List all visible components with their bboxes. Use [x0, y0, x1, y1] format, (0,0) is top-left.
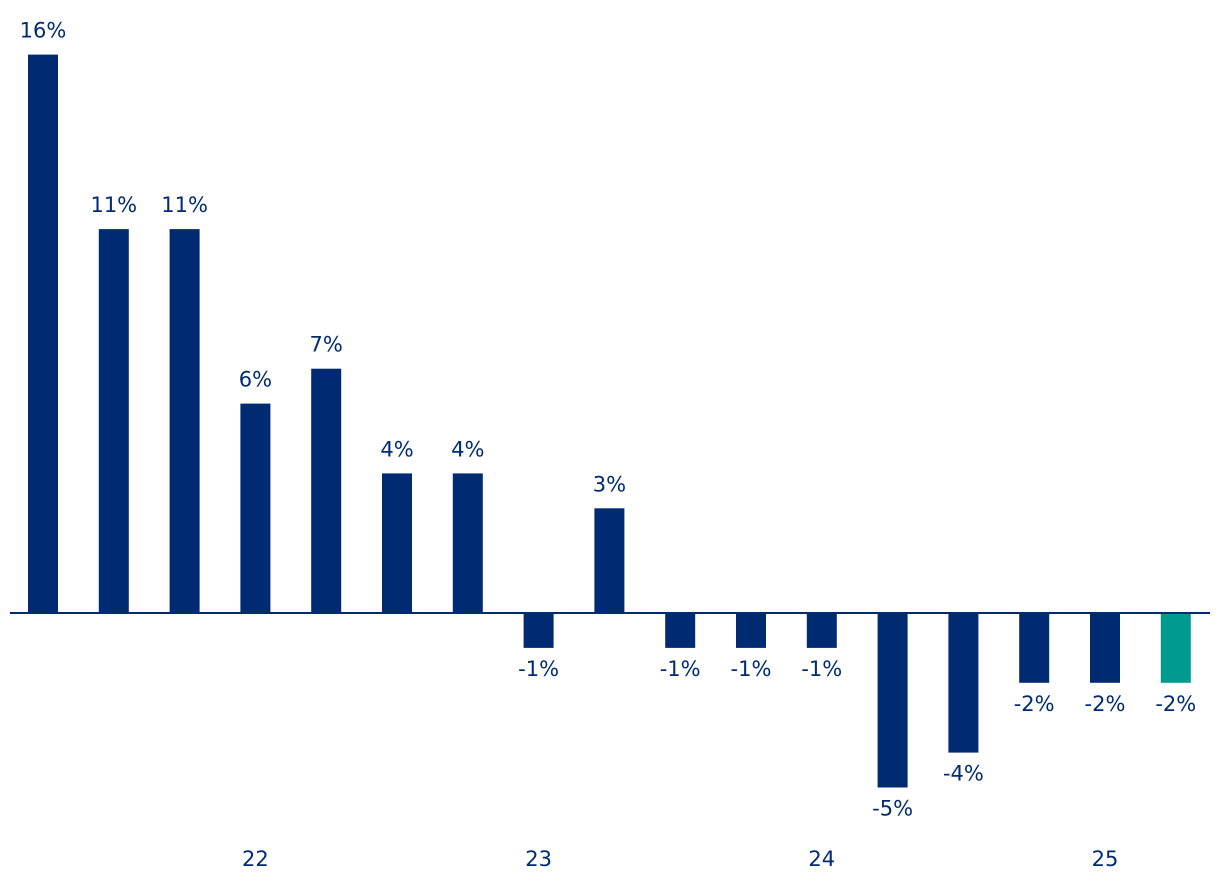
bar-15: [1019, 613, 1050, 683]
bar-value-label-3: 11%: [161, 193, 208, 217]
bar-value-label-8: -1%: [518, 657, 559, 681]
bar-7: [452, 473, 483, 613]
bar-8: [523, 613, 554, 648]
bar-value-label-15: -2%: [1014, 692, 1055, 716]
bar-2: [98, 229, 129, 613]
bar-value-label-17: -2%: [1155, 692, 1196, 716]
value-labels-group: 16% 11% 11% 6% 7% 4% 4% -1% 3% -1% -1% -1% -5% -4% -2%…: [20, 19, 1197, 821]
x-axis-year-label-22: 22: [242, 847, 269, 871]
x-axis-year-label-24: 24: [808, 847, 835, 871]
bar-value-label-1: 16%: [20, 19, 67, 43]
bar-value-label-12: -1%: [801, 657, 842, 681]
bar-13: [877, 613, 908, 788]
bar-10: [665, 613, 696, 648]
x-axis-year-labels: 22 23 24 25: [242, 847, 1118, 871]
bar-value-label-4: 6%: [239, 368, 272, 392]
bar-value-label-6: 4%: [380, 437, 413, 461]
bar-11: [736, 613, 766, 648]
bar-6: [382, 473, 412, 613]
bar-value-label-9: 3%: [593, 472, 626, 496]
bar-value-label-7: 4%: [451, 437, 484, 461]
bar-17: [1160, 613, 1191, 683]
x-axis-year-label-23: 23: [525, 847, 552, 871]
bar-3: [169, 229, 200, 613]
bar-1: [28, 54, 58, 614]
bar-14: [948, 613, 979, 753]
bar-value-label-2: 11%: [90, 193, 137, 217]
bars-group: [28, 54, 1191, 788]
bar-value-label-16: -2%: [1085, 692, 1126, 716]
bar-5: [311, 368, 342, 613]
bar-9: [594, 508, 625, 613]
bar-value-label-11: -1%: [731, 657, 772, 681]
x-axis-year-label-25: 25: [1092, 847, 1119, 871]
bar-value-label-10: -1%: [660, 657, 701, 681]
bar-4: [240, 403, 271, 613]
bar-16: [1090, 613, 1120, 683]
bar-value-label-13: -5%: [872, 797, 913, 821]
bar-value-label-5: 7%: [310, 333, 343, 357]
bar-12: [806, 613, 837, 648]
bar-value-label-14: -4%: [943, 762, 984, 786]
